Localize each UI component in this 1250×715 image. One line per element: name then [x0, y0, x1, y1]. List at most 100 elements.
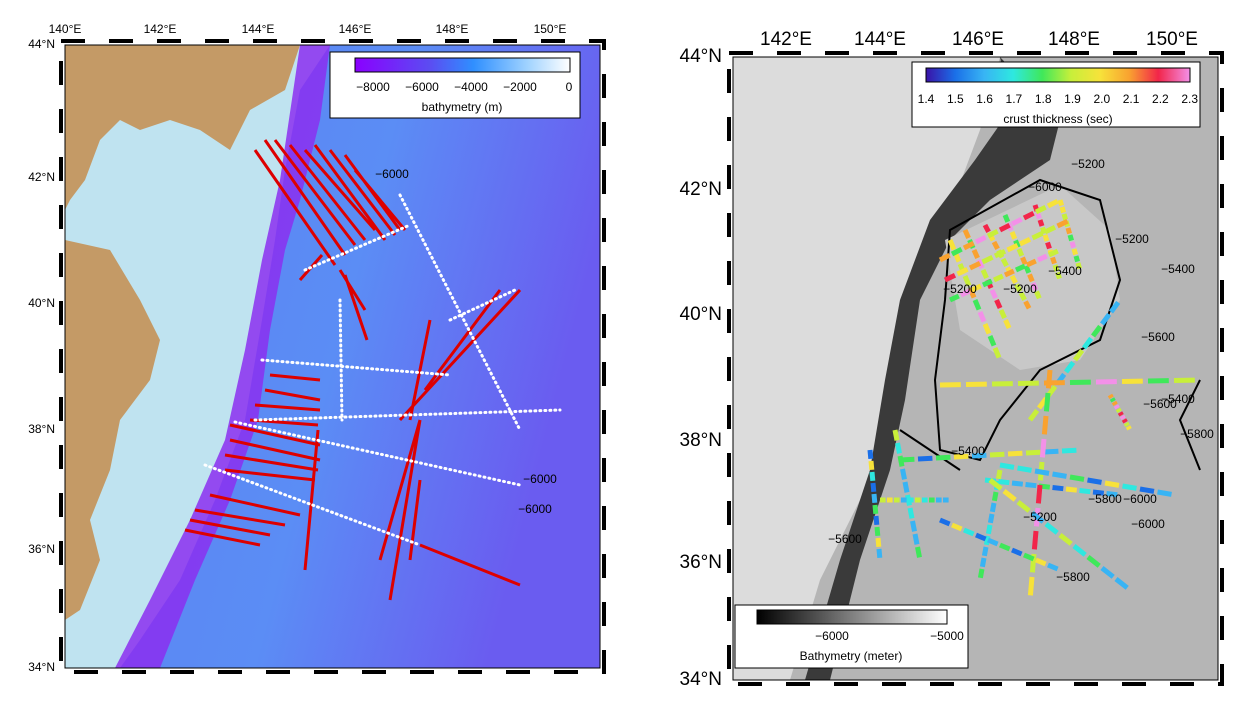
contour-label: −5200 — [1023, 510, 1057, 524]
crust-segment — [1125, 425, 1132, 431]
crust-segment — [1065, 486, 1078, 493]
crust-segment — [1123, 421, 1130, 428]
crust-segment — [867, 449, 874, 460]
crust-segment — [1075, 262, 1083, 270]
crust-segment — [995, 469, 1003, 480]
crust-segment — [915, 546, 922, 558]
lat-label: 34°N — [28, 660, 55, 674]
crust-segment — [912, 533, 920, 545]
crust-segment — [1016, 248, 1025, 257]
right-map — [733, 57, 1218, 680]
left-frame-ticks — [59, 39, 606, 674]
crust-segment — [1056, 218, 1069, 229]
crust-segment — [1072, 348, 1085, 362]
crust-segment — [1023, 265, 1032, 274]
lon-label: 148°E — [1048, 29, 1100, 50]
crust-segment — [1000, 257, 1009, 267]
crust-segment — [871, 493, 878, 504]
crust-segment — [1023, 552, 1035, 562]
left-colorbar — [354, 57, 571, 73]
crust-segment — [963, 527, 975, 537]
contour-label: −5400 — [1048, 264, 1082, 278]
crust-segment — [956, 266, 969, 277]
colorbar-tick: 2.2 — [1152, 92, 1169, 106]
crust-segment — [1046, 198, 1059, 209]
colorbar-tick: 1.7 — [1006, 92, 1023, 106]
crust-segment — [1027, 408, 1040, 422]
crust-segment — [1023, 300, 1032, 310]
crust-segment — [951, 522, 963, 532]
crust-segment — [987, 335, 997, 347]
contour-label: −6000 — [523, 472, 557, 486]
crust-segment — [1025, 258, 1037, 268]
crust-segment — [953, 453, 969, 460]
colorbar-label: Bathymetry (meter) — [800, 649, 903, 663]
contour-label: −5200 — [1003, 282, 1037, 296]
crust-segment — [981, 546, 989, 557]
colorbar-tick: 2.0 — [1093, 92, 1110, 106]
crust-segment — [1018, 236, 1032, 247]
lat-label: 38°N — [680, 430, 722, 451]
crust-segment — [1069, 474, 1085, 482]
crust-segment — [938, 252, 951, 263]
crust-segment — [1043, 392, 1051, 412]
crust-segment — [1063, 360, 1076, 374]
colorbar-tick: −6000 — [815, 629, 849, 643]
crust-segment — [873, 515, 880, 526]
crust-segment — [1059, 206, 1067, 214]
colorbar-tick: 1.5 — [947, 92, 964, 106]
contour-label: −6000 — [1028, 180, 1062, 194]
crust-segment — [959, 288, 971, 298]
lat-label: 42°N — [680, 179, 722, 200]
crust-segment — [1107, 393, 1114, 400]
crust-segment — [962, 275, 972, 287]
crust-segment — [868, 460, 875, 471]
crust-segment — [999, 462, 1015, 470]
crust-segment — [1104, 480, 1120, 488]
crust-segment — [993, 248, 1007, 259]
lon-label: 150°E — [1146, 29, 1198, 50]
crust-segment — [1117, 411, 1124, 417]
crust-segment — [875, 537, 882, 548]
crust-segment — [1035, 557, 1047, 567]
lat-label: 36°N — [680, 552, 722, 573]
crust-segment — [979, 557, 987, 568]
crust-tracks — [867, 198, 1195, 596]
contour-label: −5600 — [828, 532, 862, 546]
crust-segment — [907, 507, 915, 519]
crust-segment — [968, 260, 982, 271]
crust-segment — [1119, 414, 1126, 421]
crust-segment — [1044, 522, 1059, 535]
lat-label: 44°N — [28, 37, 55, 51]
crust-segment — [989, 451, 1005, 458]
crust-segment — [988, 478, 1003, 491]
crust-segment — [998, 222, 1011, 233]
crust-segment — [1071, 248, 1079, 256]
crust-segment — [970, 283, 982, 293]
crust-segment — [981, 278, 993, 288]
lon-label: 144°E — [242, 22, 275, 36]
crust-segment — [1031, 530, 1039, 550]
contour-label: −6000 — [518, 502, 552, 516]
crust-segment — [1035, 484, 1043, 504]
crust-segment — [1003, 318, 1012, 330]
crust-segment — [1050, 256, 1057, 265]
crust-segment — [1081, 336, 1094, 350]
lon-label: 146°E — [952, 29, 1004, 50]
crust-segment — [962, 240, 975, 251]
crust-segment — [1009, 231, 1018, 240]
crust-segment — [1109, 397, 1116, 403]
crust-segment — [1040, 226, 1047, 235]
crust-segment — [1067, 234, 1075, 242]
crust-segment — [900, 468, 907, 480]
crust-segment — [910, 520, 917, 532]
white-tracks — [203, 193, 562, 547]
crust-segment — [1121, 418, 1128, 424]
contour-label: −5200 — [1071, 157, 1105, 171]
crust-segment — [998, 308, 1007, 320]
colorbar-label: bathymetry (m) — [422, 100, 503, 114]
crust-segment — [1043, 224, 1057, 235]
crust-segment — [1030, 282, 1039, 291]
crust-segment — [989, 288, 998, 300]
